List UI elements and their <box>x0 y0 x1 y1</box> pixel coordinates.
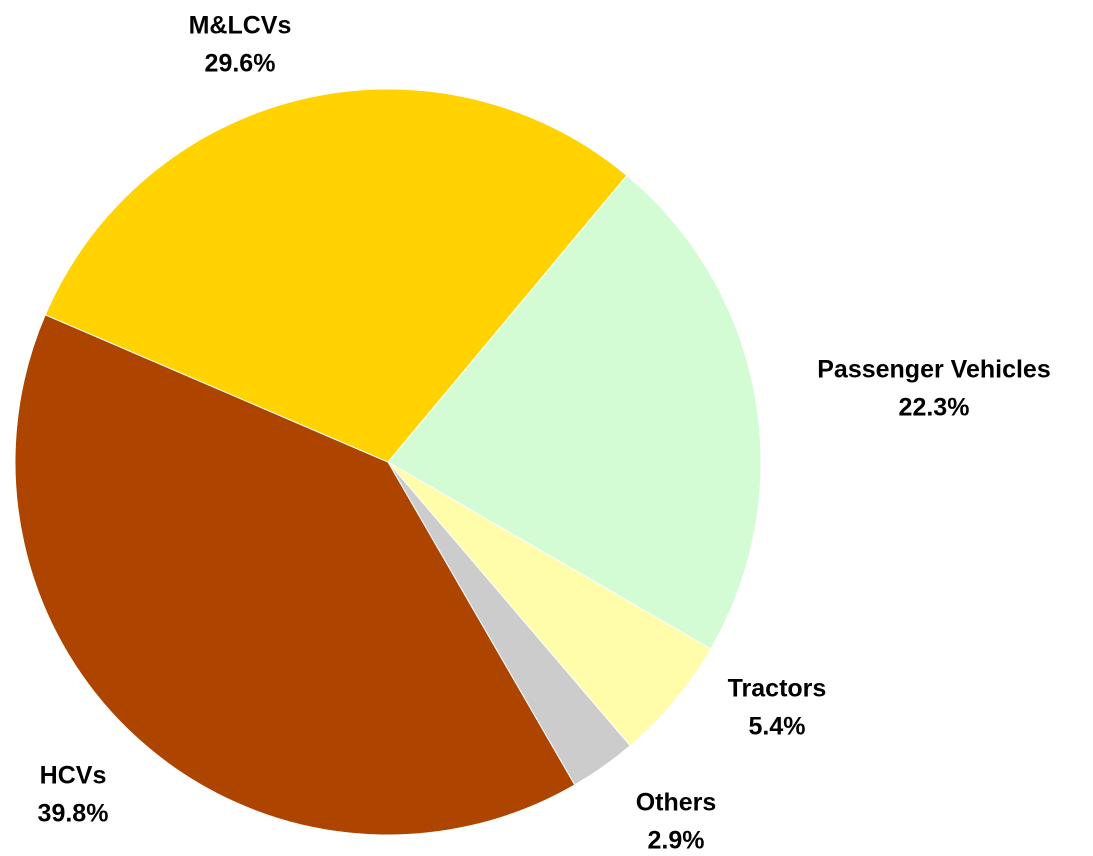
pie-slice <box>387 174 762 650</box>
slice-label: HCVs <box>40 762 107 790</box>
slice-value: 22.3% <box>899 394 970 422</box>
slice-value: 2.9% <box>648 827 705 855</box>
slice-label: Others <box>636 789 717 817</box>
slice-value: 29.6% <box>205 50 276 78</box>
slice-label: M&LCVs <box>189 12 292 40</box>
slice-label: Tractors <box>728 675 827 703</box>
slice-label: Passenger Vehicles <box>817 356 1050 384</box>
pie-slice <box>44 88 628 463</box>
pie-slice <box>14 314 576 836</box>
slice-value: 5.4% <box>749 713 806 741</box>
slice-value: 39.8% <box>38 800 109 828</box>
